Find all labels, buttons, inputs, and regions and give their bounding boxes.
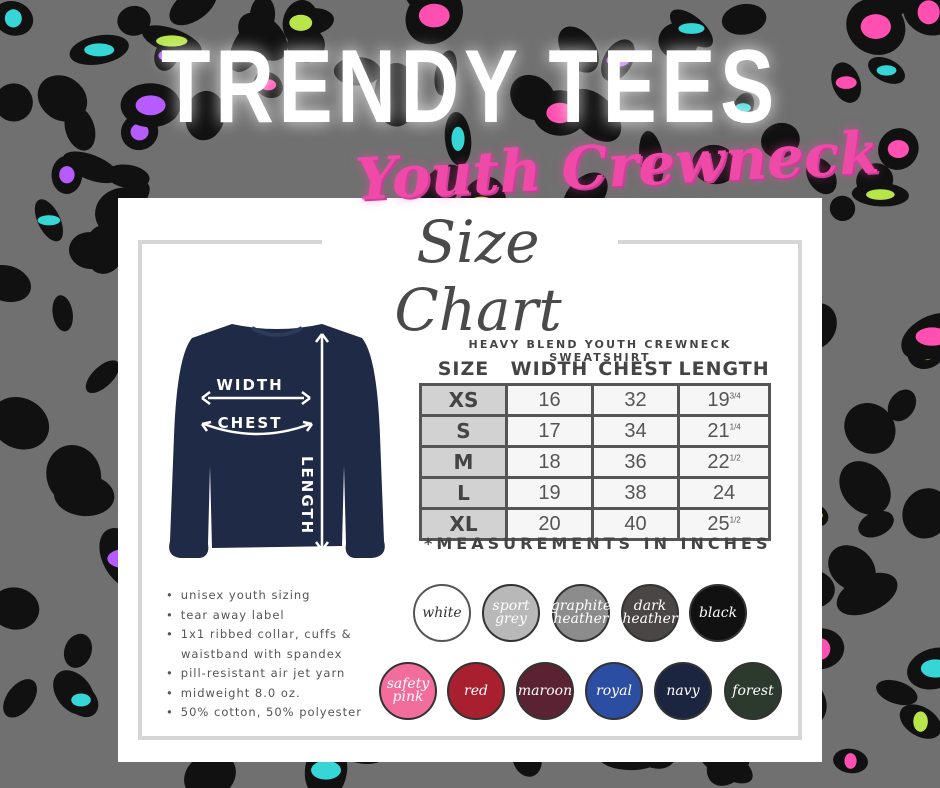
column-header: CHEST (598, 358, 673, 380)
chest-label: CHEST (218, 414, 283, 432)
color-name: dark heather (622, 598, 678, 627)
chest-value: 32 (624, 388, 647, 411)
size-chart-heading: Size Chart (394, 208, 562, 344)
feature-item: pill-resistant air jet yarn (166, 664, 362, 684)
color-name: black (698, 604, 738, 621)
chest-value: 36 (624, 450, 647, 473)
feature-item: unisex youth sizing (166, 586, 362, 606)
size-value: XL (449, 512, 478, 536)
color-name: graphite heather (550, 598, 612, 627)
frame-top-right (618, 240, 798, 244)
cell-length: 211/4 (676, 414, 772, 448)
column-header: WIDTH (510, 358, 589, 380)
size-table: SIZE WIDTH CHEST LENGTH XS 16 32 193/4 S 17 34 211… (419, 358, 772, 541)
color-swatch-navy: navy (654, 662, 712, 720)
length-value: 25 (707, 512, 730, 535)
size-value: M (453, 450, 474, 474)
width-label: WIDTH (216, 376, 283, 394)
size-value: S (456, 419, 471, 443)
width-value: 16 (538, 388, 561, 411)
color-name: forest (732, 682, 774, 699)
cell-width: 20 (505, 507, 594, 541)
chest-value: 38 (624, 481, 647, 504)
color-swatch-dark-heather: dark heather (621, 584, 679, 642)
color-name: white (422, 604, 462, 621)
color-swatch-red: red (447, 662, 505, 720)
cell-length: 24 (676, 476, 772, 510)
chest-value: 34 (624, 419, 647, 442)
frame-top-left (138, 240, 322, 244)
color-name: red (464, 682, 488, 699)
cell-length: 251/2 (676, 507, 772, 541)
width-value: 20 (538, 512, 561, 535)
cell-size: XS (419, 383, 508, 417)
cell-size: XL (419, 507, 508, 541)
size-value: XS (448, 388, 479, 412)
feature-item: 1x1 ribbed collar, cuffs & (166, 625, 362, 645)
size-value: L (457, 481, 470, 505)
column-header: SIZE (437, 358, 490, 380)
column-header: LENGTH (678, 358, 770, 380)
width-value: 19 (538, 481, 561, 504)
color-swatch-forest: forest (724, 662, 782, 720)
cell-width: 18 (505, 445, 594, 479)
table-row: XL 20 40 251/2 (419, 507, 772, 541)
color-name: navy (666, 682, 700, 699)
cell-width: 19 (505, 476, 594, 510)
color-swatch-safety-pink: safety pink (379, 662, 437, 720)
color-swatch-royal: royal (585, 662, 643, 720)
feature-list: unisex youth sizingtear away label1x1 ri… (166, 586, 362, 723)
feature-item: midweight 8.0 oz. (166, 684, 362, 704)
cell-size: M (419, 445, 508, 479)
cell-chest: 32 (591, 383, 680, 417)
color-swatch-black: black (689, 584, 747, 642)
feature-item: 50% cotton, 50% polyester (166, 703, 362, 723)
measurement-note: *MEASUREMENTS IN INCHES (424, 534, 772, 553)
length-label: LENGTH (298, 456, 316, 535)
color-name: sport grey (492, 598, 530, 627)
length-value: 19 (707, 388, 730, 411)
brand-title: TRENDY TEES (161, 29, 779, 145)
sweatshirt-diagram: WIDTH CHEST LENGTH (169, 324, 385, 558)
length-value: 22 (707, 450, 730, 473)
color-swatch-maroon: maroon (516, 662, 574, 720)
width-value: 17 (538, 419, 561, 442)
cell-size: L (419, 476, 508, 510)
length-fraction: 1/4 (729, 421, 741, 431)
length-fraction: 1/2 (729, 452, 741, 462)
feature-item: tear away label (166, 606, 362, 626)
cell-size: S (419, 414, 508, 448)
length-fraction: 3/4 (729, 390, 741, 400)
table-row: XS 16 32 193/4 (419, 383, 772, 417)
cell-length: 193/4 (676, 383, 772, 417)
table-row: L 19 38 24 (419, 476, 772, 510)
length-fraction: 1/2 (729, 514, 741, 524)
cell-width: 16 (505, 383, 594, 417)
cell-chest: 34 (591, 414, 680, 448)
color-name: royal (596, 682, 632, 699)
length-value: 24 (712, 481, 736, 504)
cell-width: 17 (505, 414, 594, 448)
color-name: maroon (517, 682, 573, 699)
color-swatch-sport-grey: sport grey (482, 584, 540, 642)
length-value: 21 (707, 419, 730, 442)
product-name: HEAVY BLEND YOUTH CREWNECK SWEATSHIRT (468, 338, 732, 364)
feature-item: waistband with spandex (181, 646, 343, 661)
color-name: safety pink (386, 676, 430, 705)
cell-length: 221/2 (676, 445, 772, 479)
color-swatch-white: white (413, 584, 471, 642)
table-row: M 18 36 221/2 (419, 445, 772, 479)
color-swatch-graphite-heather: graphite heather (550, 584, 612, 642)
width-value: 18 (538, 450, 561, 473)
card-frame (138, 240, 802, 740)
cell-chest: 40 (591, 507, 680, 541)
chest-value: 40 (624, 512, 647, 535)
cell-chest: 38 (591, 476, 680, 510)
table-row: S 17 34 211/4 (419, 414, 772, 448)
size-chart-card: Size Chart WIDTH CHEST LENGTH HEAVY BLEN… (118, 198, 822, 762)
cell-chest: 36 (591, 445, 680, 479)
